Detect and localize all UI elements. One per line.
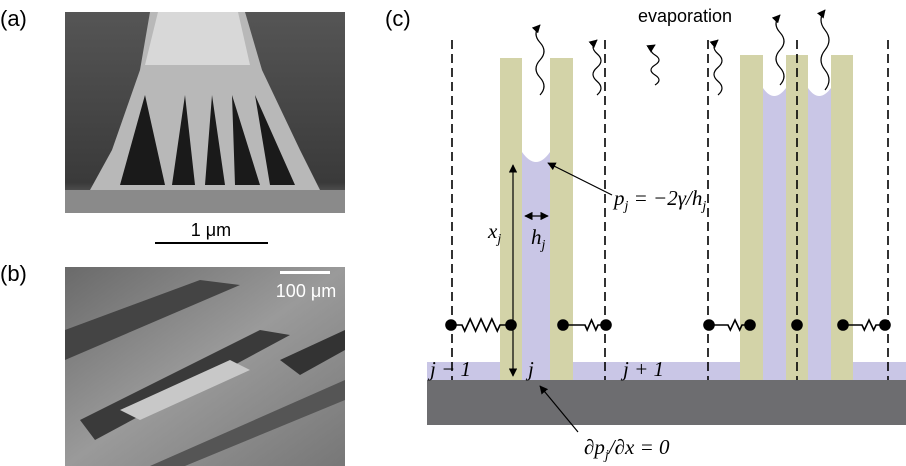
panel-label: (a) bbox=[0, 6, 27, 31]
spring-end bbox=[791, 319, 803, 331]
spring-end bbox=[445, 319, 457, 331]
sem-image-a bbox=[65, 12, 345, 213]
spring-end bbox=[703, 319, 715, 331]
pressure-label: pj = −2γ/hj bbox=[612, 186, 706, 214]
evaporation-arrows bbox=[531, 9, 830, 96]
spring-end bbox=[557, 319, 569, 331]
scale-text: 100 μm bbox=[276, 281, 336, 301]
wavy-arrow bbox=[771, 14, 785, 86]
sem-image-b bbox=[65, 267, 345, 466]
wavy-arrow bbox=[588, 39, 602, 96]
spring bbox=[451, 317, 511, 333]
spring-end bbox=[837, 319, 849, 331]
cell-label: j − 1 bbox=[427, 357, 471, 381]
text: j bbox=[495, 232, 501, 247]
text: j bbox=[623, 199, 629, 214]
pillars bbox=[500, 55, 853, 380]
text: ∂p bbox=[584, 435, 605, 459]
text: j bbox=[603, 448, 609, 463]
cell-label: j bbox=[525, 357, 534, 381]
text: /∂x = 0 bbox=[608, 435, 670, 459]
wavy-arrow bbox=[709, 39, 723, 96]
spring-end bbox=[744, 319, 756, 331]
springs bbox=[445, 317, 891, 333]
pointer-arrow bbox=[547, 162, 613, 196]
boundary-label: ∂pj/∂x = 0 bbox=[584, 435, 670, 463]
text: x bbox=[487, 219, 498, 243]
text: h bbox=[531, 225, 542, 249]
spring bbox=[563, 317, 606, 333]
text: j bbox=[540, 238, 546, 253]
spring-end bbox=[505, 319, 517, 331]
scale-text: 1 μm bbox=[191, 220, 231, 240]
text: = −2γ/h bbox=[628, 186, 702, 210]
text: j bbox=[700, 199, 706, 214]
spring-end bbox=[879, 319, 891, 331]
spring-end bbox=[600, 319, 612, 331]
spring bbox=[843, 318, 885, 332]
wavy-arrow bbox=[531, 24, 545, 96]
text: p bbox=[612, 186, 625, 210]
height-label: xj bbox=[487, 219, 501, 247]
panel-label: (b) bbox=[0, 261, 27, 286]
wavy-arrow bbox=[816, 9, 830, 91]
evaporation-label: evaporation bbox=[638, 6, 732, 26]
pointer-arrow bbox=[539, 385, 579, 433]
liquid bbox=[522, 88, 831, 362]
spring bbox=[709, 318, 750, 332]
width-label: hj bbox=[531, 225, 546, 253]
cell-label: j + 1 bbox=[620, 357, 664, 381]
panel-label: (c) bbox=[385, 6, 411, 31]
wavy-arrow bbox=[646, 44, 660, 86]
